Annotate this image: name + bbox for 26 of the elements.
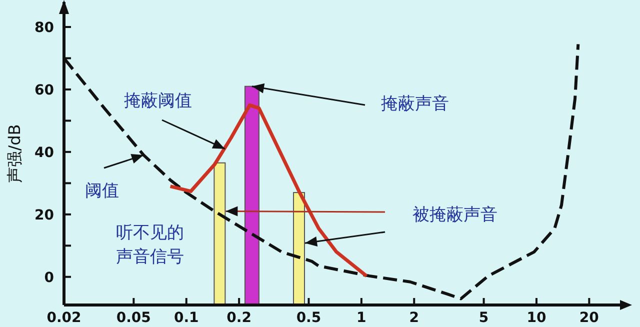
- x-tick-label: 0.05: [116, 310, 151, 326]
- y-tick-label: 0: [44, 270, 54, 286]
- annotation: 掩蔽声音: [252, 83, 449, 114]
- annotation: 阈值: [85, 181, 119, 201]
- x-tick-label: 1: [356, 310, 366, 326]
- annotation: 被掩蔽声音: [412, 205, 498, 225]
- x-tick-label: 0.02: [46, 310, 82, 326]
- annotation: 听不见的: [116, 223, 184, 243]
- x-tick-label: 0.1: [174, 310, 199, 326]
- x-tick-label: 5: [478, 310, 489, 326]
- y-axis-title: 声强/dB: [5, 124, 24, 183]
- x-tick-label: 0.2: [226, 310, 252, 326]
- annotation: 掩蔽阈值: [124, 91, 226, 150]
- y-tick-label: 40: [34, 144, 54, 161]
- y-tick-label: 60: [34, 82, 54, 98]
- x-tick-label: 20: [579, 310, 600, 326]
- y-tick-label: 20: [34, 207, 54, 224]
- x-tick-label: 0.5: [296, 310, 322, 326]
- annotation: 掩蔽阈值: [124, 91, 192, 111]
- annotation: 声音信号: [116, 247, 184, 267]
- y-tick-label: 80: [34, 20, 54, 36]
- annotation: 掩蔽声音: [381, 94, 449, 114]
- x-tick-label: 10: [526, 310, 546, 326]
- annotation: 被掩蔽声音: [226, 205, 498, 246]
- x-tick-label: 2: [409, 310, 419, 326]
- annotation: 阈值: [85, 154, 144, 201]
